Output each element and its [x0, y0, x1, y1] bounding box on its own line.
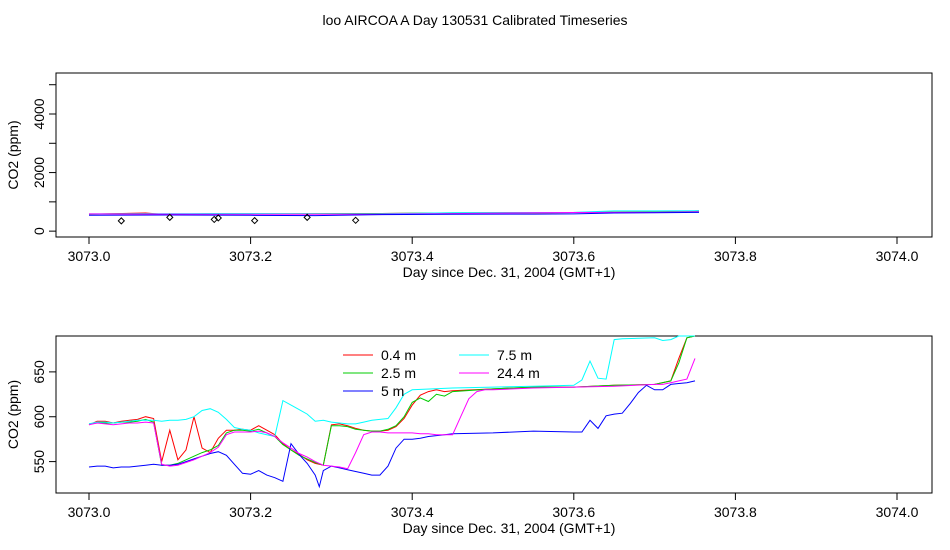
x-tick-label: 3073.8 — [714, 248, 757, 264]
figure-title: loo AIRCOA A Day 130531 Calibrated Times… — [322, 12, 627, 28]
x-tick-label: 3073.0 — [68, 504, 111, 520]
legend-label: 2.5 m — [381, 365, 416, 381]
data-point-marker — [250, 216, 259, 225]
plot-frame — [55, 335, 933, 494]
x-tick-label: 3073.2 — [229, 504, 272, 520]
series-line-24-4-m — [88, 358, 696, 470]
x-tick-label: 3074.0 — [876, 248, 919, 264]
x-tick-label: 3074.0 — [876, 504, 919, 520]
series-line-0-4-m — [88, 335, 696, 466]
x-tick-label: 3073.4 — [391, 248, 434, 264]
series-line-7-5-m — [88, 335, 695, 438]
x-tick-label: 3073.6 — [552, 504, 595, 520]
chart-bottom-panel: 3073.0 3073.2 3073.4 3073.6 3073.8 3074.0 550 6… — [5, 335, 933, 536]
x-axis-label: Day since Dec. 31, 2004 (GMT+1) — [403, 520, 616, 536]
legend-label: 7.5 m — [497, 347, 532, 363]
chart-top-panel: 3073.0 3073.2 3073.4 3073.6 3073.8 3074.0 0 200… — [5, 72, 933, 280]
data-point-marker — [303, 213, 311, 222]
y-axis-label: CO2 (ppm) — [5, 120, 21, 189]
data-point-marker — [166, 213, 174, 222]
x-tick-label: 3073.2 — [229, 248, 272, 264]
y-axis-label: CO2 (ppm) — [5, 380, 21, 449]
data-point-marker — [351, 216, 360, 225]
x-tick-label: 3073.6 — [552, 248, 595, 264]
legend-label: 24.4 m — [497, 365, 540, 381]
series-line-5-m — [88, 380, 696, 489]
y-tick-label: 4000 — [31, 98, 47, 129]
y-tick-label: 0 — [31, 227, 47, 235]
y-tick-label: 600 — [31, 405, 47, 429]
x-tick-label: 3073.0 — [68, 248, 111, 264]
data-point-marker — [214, 214, 222, 222]
x-tick-label: 3073.8 — [714, 504, 757, 520]
y-tick-label: 650 — [31, 360, 47, 384]
legend-label: 5 m — [381, 383, 404, 399]
series-line-5-m — [88, 211, 700, 217]
x-tick-label: 3073.4 — [391, 504, 434, 520]
y-tick-label: 550 — [31, 450, 47, 474]
x-axis-label: Day since Dec. 31, 2004 (GMT+1) — [403, 264, 616, 280]
y-tick-label: 2000 — [31, 157, 47, 188]
data-point-marker — [117, 217, 126, 225]
legend-label: 0.4 m — [381, 347, 416, 363]
